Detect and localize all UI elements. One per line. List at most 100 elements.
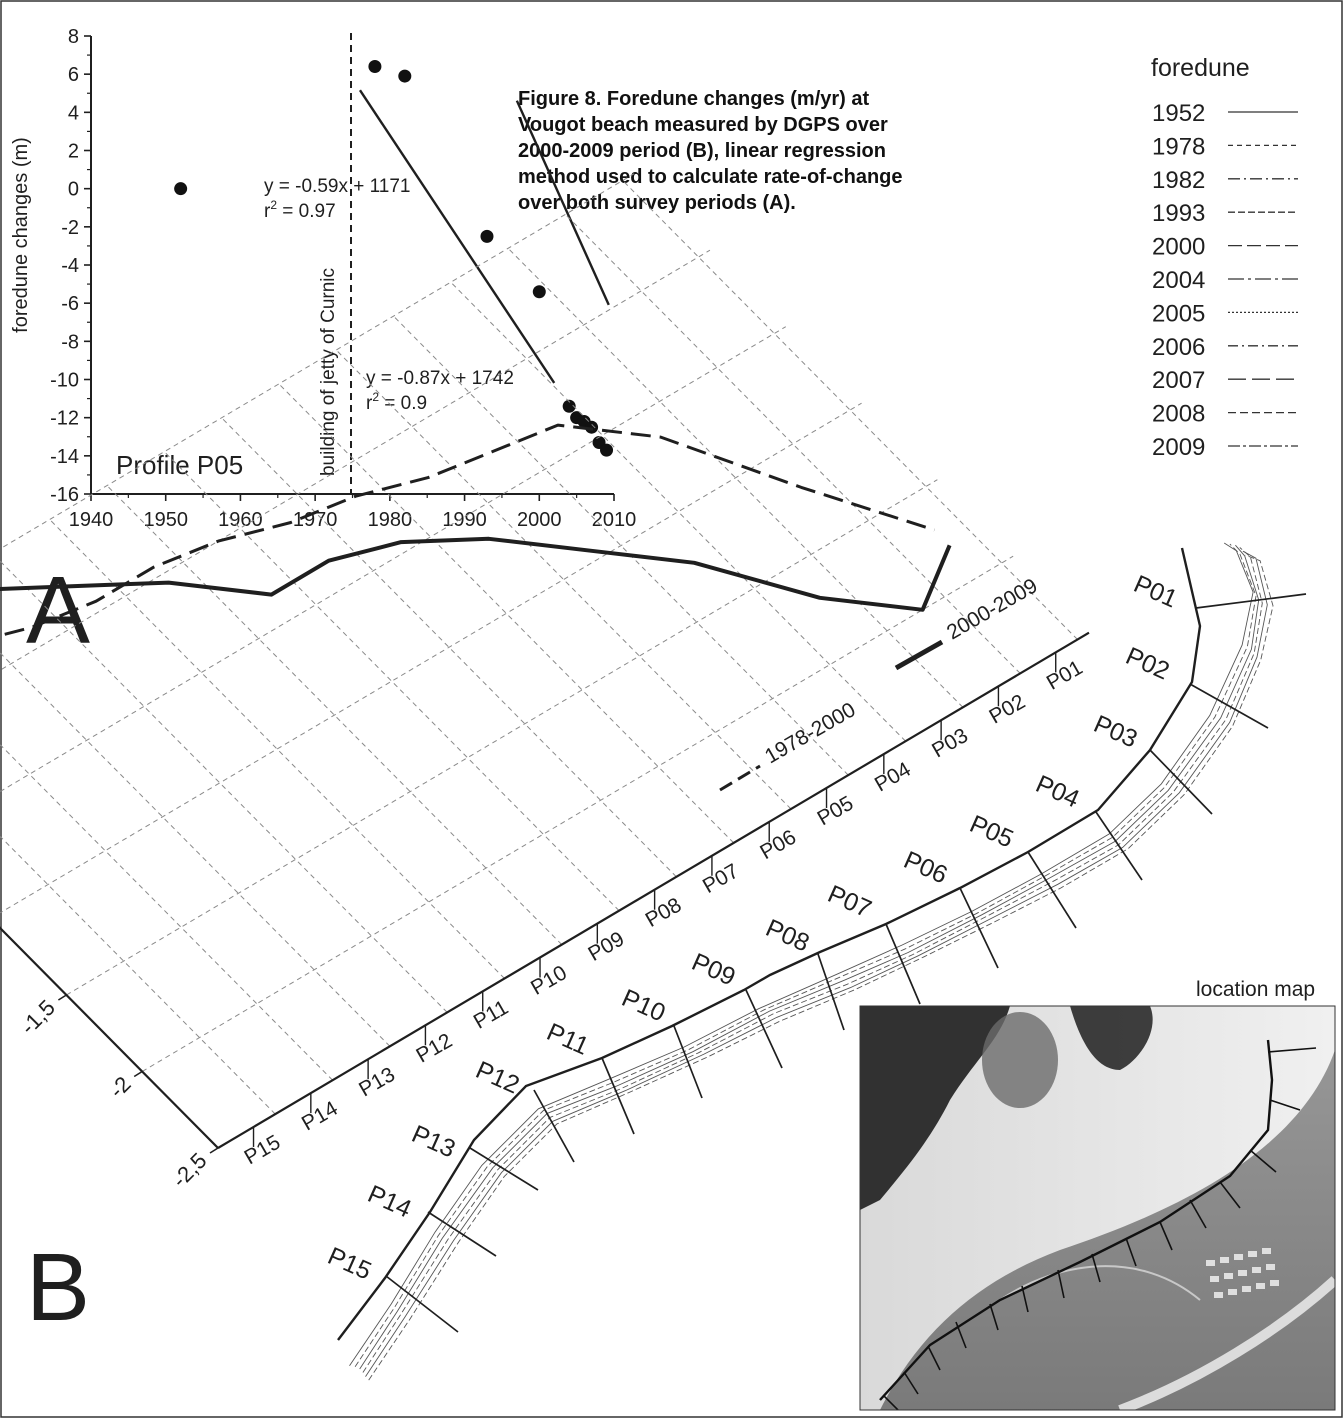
grid-line xyxy=(507,247,964,708)
y-tick-label: -2,5 xyxy=(167,1148,211,1192)
dark-rock xyxy=(1070,1006,1153,1070)
track xyxy=(999,1265,1201,1301)
figure-caption: Figure 8. Foredune changes (m/yr) at Vou… xyxy=(518,86,1038,216)
category-label: P04 xyxy=(871,758,915,797)
x-tick-label: 1940 xyxy=(69,509,114,531)
x-tick-label: 1950 xyxy=(143,509,188,531)
profile-label: P15 xyxy=(324,1242,376,1286)
building xyxy=(1214,1292,1223,1298)
photo-profile-tick xyxy=(1249,1149,1277,1173)
r-squared-exponent: 2 xyxy=(270,198,277,212)
legend-year: 2008 xyxy=(1152,401,1205,428)
r-squared-value: = 0.97 xyxy=(277,201,336,222)
shoreline-position xyxy=(368,554,1274,1381)
building xyxy=(1220,1257,1229,1263)
regression-equation: y = -0.59x + 1171 xyxy=(264,176,410,197)
y-tick-label: -6 xyxy=(61,293,79,315)
grid-line xyxy=(565,214,1021,674)
category-label: P10 xyxy=(527,961,571,1000)
profile-transect xyxy=(1027,851,1077,929)
legend-year: 1952 xyxy=(1152,100,1205,127)
photo-profile-tick xyxy=(1125,1237,1137,1267)
regression-line xyxy=(515,100,610,306)
profile-label: P12 xyxy=(472,1056,524,1100)
profile-transect xyxy=(745,989,783,1069)
r-squared-exponent: 2 xyxy=(372,390,379,404)
building xyxy=(1270,1280,1279,1286)
grid-line xyxy=(66,479,938,996)
profile-transect xyxy=(385,1275,459,1333)
y-tick-label: -2 xyxy=(104,1071,136,1103)
photo-profile-tick xyxy=(927,1345,941,1371)
jetty-marker-label: building of jetty of Curnic xyxy=(318,268,339,476)
legend-year: 2000 xyxy=(1152,234,1205,261)
category-label: P15 xyxy=(241,1131,285,1170)
x-tick-label: 2000 xyxy=(517,509,562,531)
photo-profile-tick xyxy=(955,1321,967,1349)
profile-label: P13 xyxy=(408,1120,460,1164)
profile-transect xyxy=(817,953,845,1031)
y-tick-label: 2 xyxy=(68,141,79,163)
caption-line: Figure 8. Foredune changes (m/yr) at xyxy=(518,88,870,110)
r-squared-value: = 0.9 xyxy=(379,393,427,414)
profile-transect xyxy=(1149,749,1213,815)
shoreline-position xyxy=(354,543,1257,1368)
legend-year: 1993 xyxy=(1152,200,1205,227)
category-label: P14 xyxy=(298,1097,342,1136)
building xyxy=(1266,1264,1275,1270)
building xyxy=(1210,1276,1219,1282)
series-key-label: 2000-2009 xyxy=(943,574,1041,644)
legend-year: 2004 xyxy=(1152,267,1205,294)
profile-label: P03 xyxy=(1090,710,1142,754)
caption-line: 2000-2009 period (B), linear regression xyxy=(518,140,886,162)
r-squared-symbol: r xyxy=(264,201,271,222)
building xyxy=(1224,1273,1233,1279)
y-tick-label: -1,5 xyxy=(15,995,59,1039)
x-tick-label: 2010 xyxy=(592,509,637,531)
y-tick-mark xyxy=(57,994,67,1001)
shoreline-position xyxy=(365,550,1268,1377)
data-point xyxy=(398,69,412,83)
profile-transect xyxy=(533,1089,575,1163)
data-point xyxy=(562,399,576,413)
category-label: P11 xyxy=(470,996,513,1034)
building xyxy=(1242,1286,1251,1292)
profile-transect xyxy=(1095,811,1143,881)
building xyxy=(1228,1289,1237,1295)
series-key-label: 1978-2000 xyxy=(761,698,859,768)
grid-line xyxy=(106,485,563,945)
y-tick-label: -16 xyxy=(50,484,79,506)
series-line-1978-2000 xyxy=(0,423,935,638)
category-label: P12 xyxy=(412,1029,456,1068)
photo-profile-tick xyxy=(989,1303,999,1331)
y-tick-label: -2 xyxy=(61,217,79,239)
y-tick-label: -14 xyxy=(50,446,79,468)
y-tick-label: -12 xyxy=(50,408,79,430)
y-tick-label: -4 xyxy=(61,255,79,277)
legend-title: foredune xyxy=(1151,54,1250,82)
grid-line xyxy=(0,326,787,793)
profile-label: P01 xyxy=(1130,570,1182,614)
location-map-frame xyxy=(859,1005,1336,1411)
category-label: P03 xyxy=(928,724,972,763)
photo-profile-tick xyxy=(1159,1221,1173,1251)
grid-line xyxy=(0,835,276,1115)
photo-profile-tick xyxy=(903,1371,919,1395)
category-label: P02 xyxy=(985,690,1029,729)
photo-profile-tick xyxy=(1189,1199,1207,1229)
series-line-2000-2009 xyxy=(0,536,952,612)
legend-year: 1982 xyxy=(1152,167,1205,194)
dune-baseline xyxy=(337,547,1202,1341)
x-tick-label: 1980 xyxy=(368,509,413,531)
scatter-chart-profile: 8 6 4 2 0 -2 -4 -6 -8 -10 -12 -14 -16 1940 1950 1960 197… xyxy=(10,26,636,531)
photo-profile-tick xyxy=(1267,1047,1317,1053)
profile-label: P06 xyxy=(900,846,952,890)
y-axis-label: foredune changes (m) xyxy=(10,137,32,333)
profile-label: P07 xyxy=(824,880,876,924)
building xyxy=(1262,1248,1271,1254)
x-tick-label: 1970 xyxy=(293,509,338,531)
y-tick-mark xyxy=(209,1147,219,1154)
category-label: P13 xyxy=(355,1063,399,1102)
y-tick-label: 8 xyxy=(68,26,79,48)
